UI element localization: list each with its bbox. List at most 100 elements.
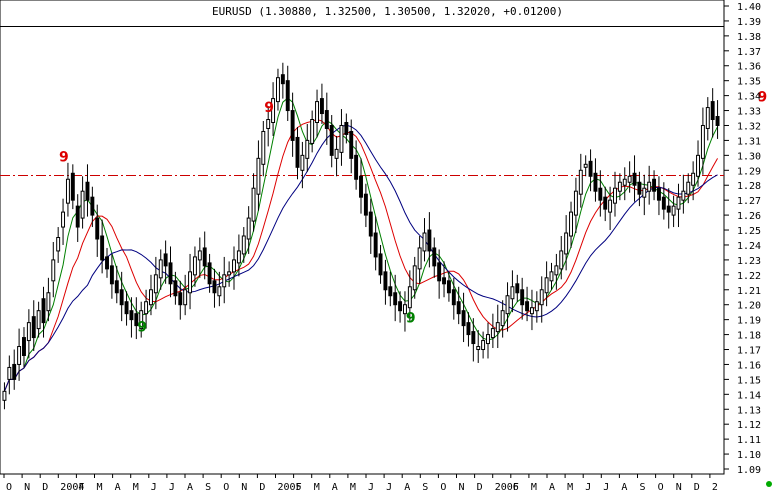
- candle-body: [65, 178, 70, 204]
- x-tick-label: A: [621, 482, 627, 493]
- candle-body: [603, 196, 608, 210]
- candle: [56, 227, 61, 263]
- candle: [251, 173, 256, 232]
- candle: [12, 349, 17, 390]
- candle-body: [7, 366, 12, 380]
- candle-body: [696, 154, 700, 177]
- candle-body: [578, 169, 583, 195]
- candle-body: [168, 262, 173, 285]
- candle: [7, 355, 12, 395]
- candle-body: [363, 193, 368, 216]
- candle-body: [681, 190, 686, 201]
- candle-body: [642, 187, 647, 198]
- candle: [661, 182, 666, 220]
- candle-body: [417, 247, 422, 270]
- candle: [236, 234, 241, 277]
- ma-mid-line: [3, 118, 718, 392]
- signal-marker: 9: [137, 320, 147, 336]
- candle-body: [583, 163, 588, 168]
- x-tick-label: N: [24, 482, 30, 493]
- y-tick-label: 1.34: [737, 92, 761, 103]
- candle: [515, 274, 520, 302]
- candle-body: [31, 316, 36, 339]
- candle-body: [217, 286, 222, 297]
- x-tick-label: J: [368, 482, 374, 493]
- candle-body: [500, 310, 505, 327]
- x-tick-label: M: [314, 482, 320, 493]
- candle: [2, 382, 7, 410]
- candle: [368, 198, 373, 254]
- candle-body: [232, 259, 236, 273]
- candle: [627, 161, 632, 193]
- candle-body: [432, 247, 437, 267]
- plot-frame: [0, 0, 725, 475]
- candle-body: [490, 328, 495, 339]
- candle-body: [188, 271, 193, 294]
- candle-body: [236, 250, 241, 264]
- y-tick-label: 1.28: [737, 181, 761, 192]
- candle: [461, 292, 466, 343]
- candle: [95, 204, 100, 257]
- y-tick-label: 1.30: [737, 151, 761, 162]
- candle: [75, 194, 80, 242]
- candle-body: [539, 289, 544, 306]
- candle: [632, 155, 637, 202]
- candle-body: [647, 181, 652, 192]
- x-tick-label: J: [585, 482, 591, 493]
- candle: [109, 253, 114, 299]
- candle: [90, 186, 95, 228]
- candle-body: [80, 190, 85, 219]
- candle: [637, 171, 642, 207]
- x-tick-label: S: [205, 482, 211, 493]
- candle: [261, 121, 266, 177]
- candle: [705, 97, 710, 141]
- candle: [691, 161, 696, 201]
- candle-body: [446, 280, 451, 294]
- candle: [617, 173, 622, 201]
- y-tick-label: 1.18: [737, 331, 761, 342]
- candle: [525, 286, 530, 322]
- candle: [168, 246, 173, 298]
- candle: [22, 327, 26, 368]
- y-tick-label: 1.38: [737, 32, 761, 43]
- candle: [539, 276, 544, 323]
- y-tick-label: 1.11: [737, 435, 761, 446]
- candle: [271, 82, 276, 136]
- candle-body: [197, 250, 202, 261]
- candle-body: [246, 217, 251, 240]
- candle: [495, 304, 500, 349]
- candle-body: [544, 277, 549, 294]
- candle-body: [481, 340, 486, 351]
- candle: [486, 322, 490, 359]
- candle-body: [515, 283, 520, 294]
- candle: [246, 206, 251, 254]
- candle-body: [559, 250, 564, 270]
- candle-body: [139, 310, 144, 330]
- y-axis-ticks: 1.09 1.10 1.11 1.12 1.13 1.14 1.15 1.16 1.17 1.18…: [724, 2, 761, 476]
- candle: [466, 312, 471, 347]
- candle: [363, 183, 368, 228]
- candle-body: [368, 211, 373, 237]
- candle: [149, 274, 153, 316]
- candle-body: [549, 271, 554, 282]
- candle-body: [241, 235, 246, 255]
- candle: [427, 212, 432, 268]
- y-tick-label: 1.22: [737, 271, 761, 282]
- candle-body: [212, 280, 217, 294]
- x-tick-label: J: [151, 482, 157, 493]
- candle: [134, 297, 139, 340]
- candle-body: [207, 262, 212, 285]
- candle: [65, 162, 70, 217]
- candle: [417, 236, 422, 284]
- candle-body: [124, 301, 129, 315]
- candle: [647, 165, 652, 205]
- candle-body: [144, 301, 149, 315]
- y-tick-label: 1.14: [737, 390, 761, 401]
- candle-body: [525, 301, 530, 312]
- y-tick-label: 1.19: [737, 316, 761, 327]
- candle: [183, 274, 188, 316]
- y-tick-label: 1.21: [737, 286, 761, 297]
- candle: [710, 88, 715, 138]
- candle-body: [276, 77, 280, 103]
- candle: [217, 271, 222, 307]
